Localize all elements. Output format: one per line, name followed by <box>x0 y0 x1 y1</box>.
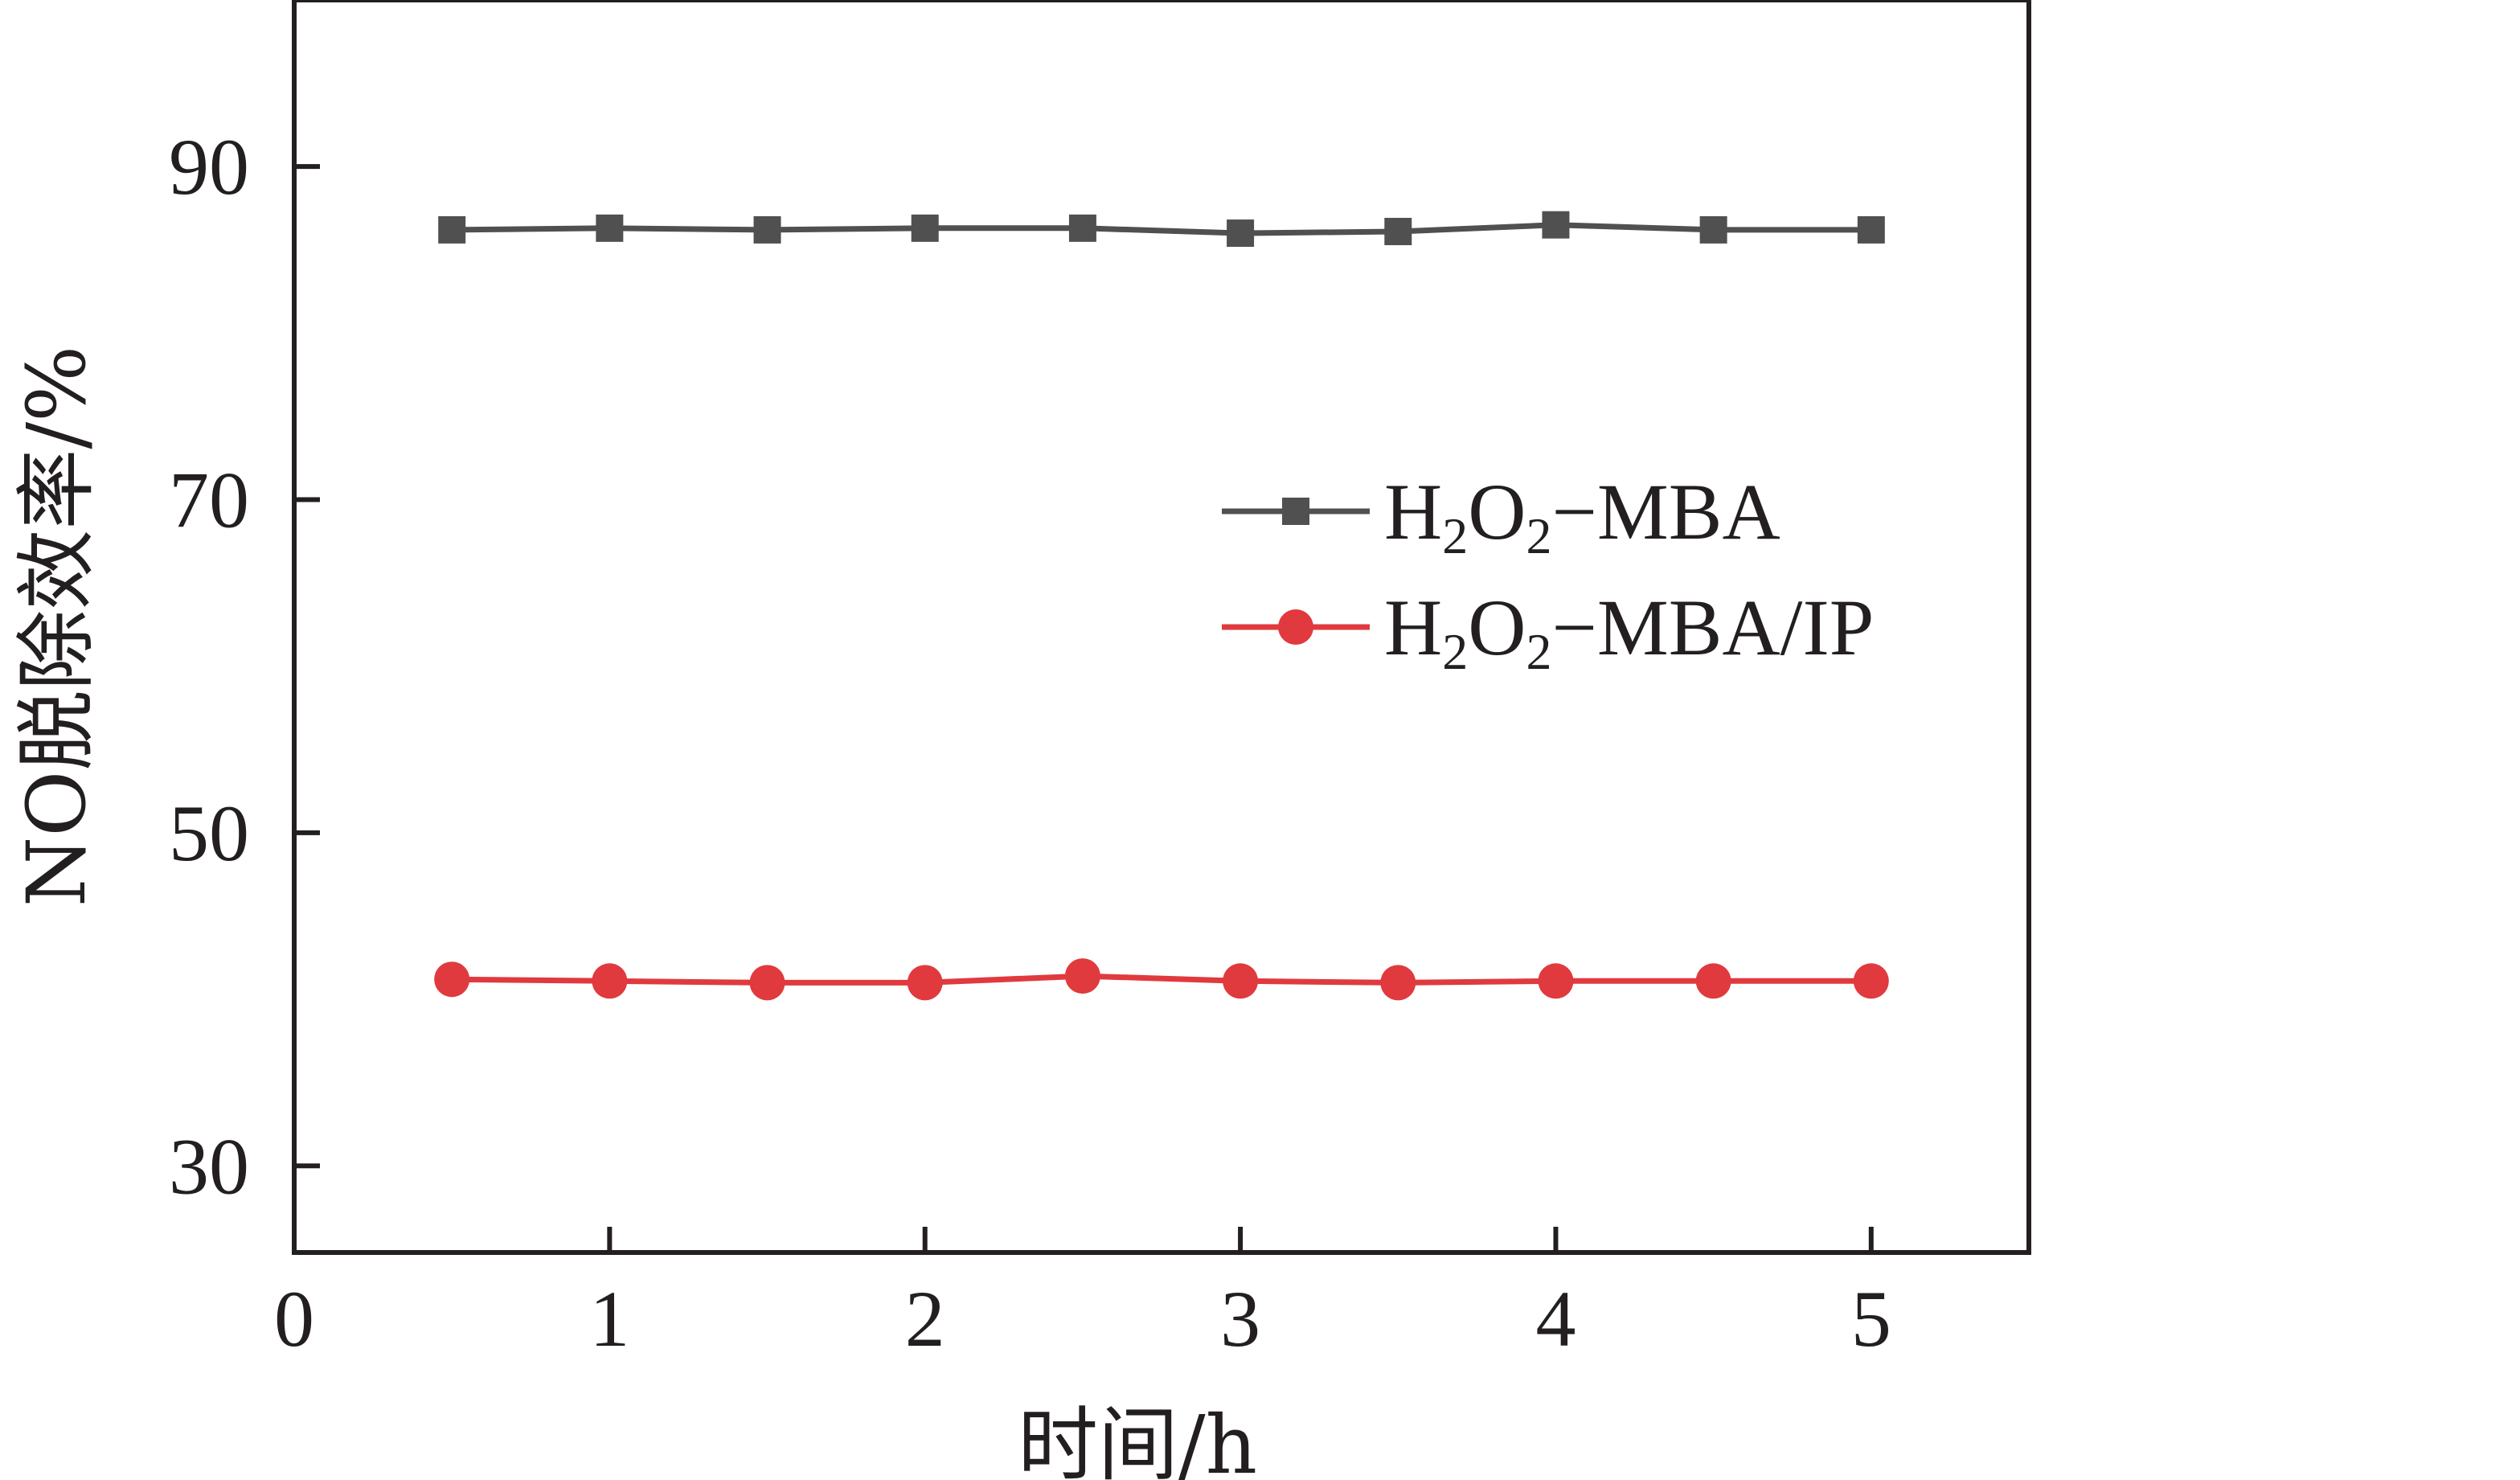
x-tick-label: 2 <box>905 1274 945 1363</box>
legend-subscript: 2 <box>1442 507 1468 564</box>
legend-marker <box>1282 498 1309 525</box>
legend-text-part: H <box>1384 583 1442 672</box>
data-point <box>907 965 943 1001</box>
x-axis: 0 1 2 3 4 5 <box>274 1227 1891 1363</box>
legend-subscript: 2 <box>1526 507 1551 564</box>
data-point <box>434 961 470 998</box>
x-tick-label: 0 <box>274 1274 314 1363</box>
legend-subscript: 2 <box>1526 623 1551 680</box>
legend-marker <box>1278 609 1313 645</box>
data-point <box>1380 965 1416 1001</box>
y-tick-label: 70 <box>169 456 249 545</box>
legend-item: H2O2−MBA/IP <box>1222 583 1874 680</box>
data-point <box>1064 958 1100 994</box>
y-tick-label: 50 <box>169 789 249 878</box>
data-point <box>1857 215 1885 244</box>
legend-text-part: O <box>1468 467 1526 556</box>
data-point <box>749 965 785 1001</box>
x-tick-label: 4 <box>1535 1274 1576 1363</box>
series-1 <box>434 958 1889 1001</box>
data-point <box>911 214 939 242</box>
x-tick-label: 1 <box>589 1274 629 1363</box>
x-tick-label: 3 <box>1220 1274 1260 1363</box>
legend-item: H2O2−MBA <box>1222 467 1780 564</box>
data-point <box>1538 963 1574 999</box>
data-point <box>1695 963 1731 999</box>
legend-label: H2O2−MBA/IP <box>1384 583 1874 680</box>
series-layer <box>434 211 1889 1001</box>
data-point <box>596 214 624 242</box>
data-point <box>753 215 781 244</box>
legend-text-part: O <box>1468 583 1526 672</box>
y-tick-label: 90 <box>169 122 249 211</box>
legend-label: H2O2−MBA <box>1384 467 1780 564</box>
data-point <box>1699 215 1727 244</box>
data-point <box>1227 219 1255 248</box>
y-axis-title: NO脱除效率/% <box>10 346 104 907</box>
x-axis-title: 时间/h <box>1018 1398 1257 1480</box>
data-point <box>1853 963 1889 999</box>
plot-frame <box>292 0 2031 1255</box>
data-point <box>438 215 466 244</box>
legend-subscript: 2 <box>1442 623 1468 680</box>
legend-text-part: −MBA/IP <box>1551 583 1874 672</box>
data-point <box>1223 963 1259 999</box>
data-point <box>1542 211 1570 239</box>
series-0 <box>438 211 1885 248</box>
x-tick-label: 5 <box>1851 1274 1891 1363</box>
legend-text-part: H <box>1384 467 1442 556</box>
y-axis: 30 50 70 90 <box>169 122 320 1211</box>
data-point <box>592 963 628 999</box>
data-point <box>1384 217 1412 245</box>
series-line <box>452 973 1871 986</box>
legend-text-part: −MBA <box>1551 467 1780 556</box>
data-point <box>1068 214 1096 242</box>
series-line <box>452 222 1871 236</box>
y-tick-label: 30 <box>169 1121 249 1211</box>
